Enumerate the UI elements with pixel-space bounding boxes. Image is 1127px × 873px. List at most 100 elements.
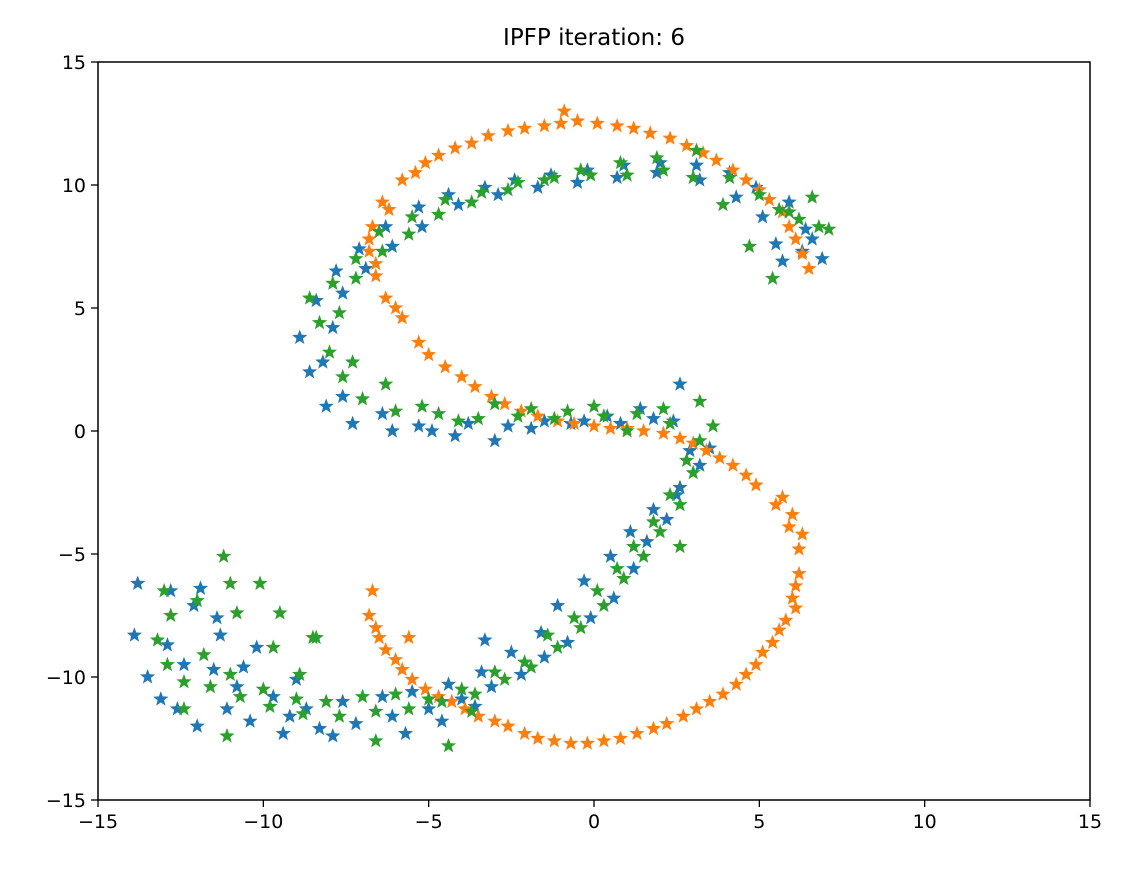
data-point <box>440 737 457 753</box>
data-point <box>232 688 248 704</box>
data-point <box>348 270 364 285</box>
data-point <box>652 523 668 539</box>
data-point <box>474 664 490 679</box>
data-point <box>698 442 714 458</box>
data-point <box>388 686 404 701</box>
data-point <box>388 403 404 418</box>
data-point <box>748 656 764 672</box>
data-point <box>768 496 784 512</box>
data-point <box>602 548 619 563</box>
data-point <box>272 605 288 620</box>
data-point <box>517 725 533 741</box>
data-point <box>612 154 629 170</box>
data-point <box>771 622 787 637</box>
data-point <box>748 179 764 194</box>
data-point <box>576 413 592 428</box>
data-point <box>738 666 754 681</box>
data-point <box>345 354 361 369</box>
data-point <box>712 450 728 465</box>
data-point <box>431 147 447 162</box>
data-point <box>407 164 423 180</box>
data-point <box>252 575 268 590</box>
data-point <box>530 730 546 745</box>
data-point <box>364 582 381 598</box>
data-point <box>421 691 437 706</box>
data-point <box>394 309 410 325</box>
data-point <box>384 708 400 723</box>
data-point <box>781 218 797 234</box>
data-point <box>437 359 453 374</box>
data-point <box>778 612 794 627</box>
data-point <box>321 344 338 359</box>
data-point <box>586 418 602 433</box>
data-point <box>616 157 632 172</box>
data-point <box>292 666 308 681</box>
data-point <box>140 669 156 684</box>
data-point <box>447 427 463 443</box>
data-point <box>467 378 483 394</box>
data-point <box>583 167 599 182</box>
data-point <box>563 735 579 750</box>
data-point <box>302 364 318 379</box>
data-point <box>414 398 430 413</box>
data-point <box>149 632 166 647</box>
data-point <box>249 639 265 654</box>
data-point <box>649 164 665 180</box>
data-point <box>738 172 754 187</box>
data-point <box>546 733 562 748</box>
data-point <box>335 388 351 403</box>
data-point <box>682 442 698 458</box>
data-point <box>669 487 685 502</box>
y-tick-label: −15 <box>46 790 86 812</box>
y-tick-label: 10 <box>62 175 86 197</box>
data-point <box>672 538 688 554</box>
data-point <box>804 189 820 204</box>
data-point <box>308 292 324 308</box>
data-point <box>490 186 506 202</box>
data-point <box>368 268 384 283</box>
data-point <box>503 644 519 659</box>
data-point <box>761 191 777 207</box>
data-point <box>374 405 390 421</box>
data-point <box>411 418 427 433</box>
data-point <box>510 408 526 423</box>
data-point <box>417 154 433 170</box>
data-point <box>645 410 662 426</box>
data-point <box>725 162 741 177</box>
data-point <box>308 629 324 645</box>
data-point <box>632 400 648 416</box>
data-point <box>202 678 218 694</box>
data-point <box>368 619 384 635</box>
data-point <box>431 688 447 704</box>
data-point <box>464 194 480 209</box>
data-point <box>176 673 192 689</box>
data-point <box>536 413 552 428</box>
data-point <box>464 703 480 718</box>
data-point <box>421 346 437 362</box>
data-point <box>523 400 539 416</box>
data-point <box>583 610 599 625</box>
data-point <box>791 565 807 581</box>
data-point <box>477 179 493 194</box>
data-point <box>483 388 500 403</box>
data-point <box>573 619 589 635</box>
data-point <box>394 172 410 187</box>
data-point <box>262 698 278 713</box>
data-point <box>282 708 298 723</box>
data-point <box>457 701 473 716</box>
data-point <box>500 718 516 733</box>
x-tick-label: 15 <box>1078 811 1102 833</box>
data-point <box>440 186 457 202</box>
data-point <box>626 120 642 135</box>
data-point <box>784 590 800 605</box>
data-point <box>335 368 351 384</box>
data-point <box>619 423 635 438</box>
data-point <box>702 693 718 709</box>
data-point <box>692 432 708 448</box>
data-point <box>569 113 586 128</box>
data-point <box>378 641 394 657</box>
data-point <box>311 314 328 330</box>
scatter-points <box>126 103 837 753</box>
data-point <box>695 145 711 160</box>
